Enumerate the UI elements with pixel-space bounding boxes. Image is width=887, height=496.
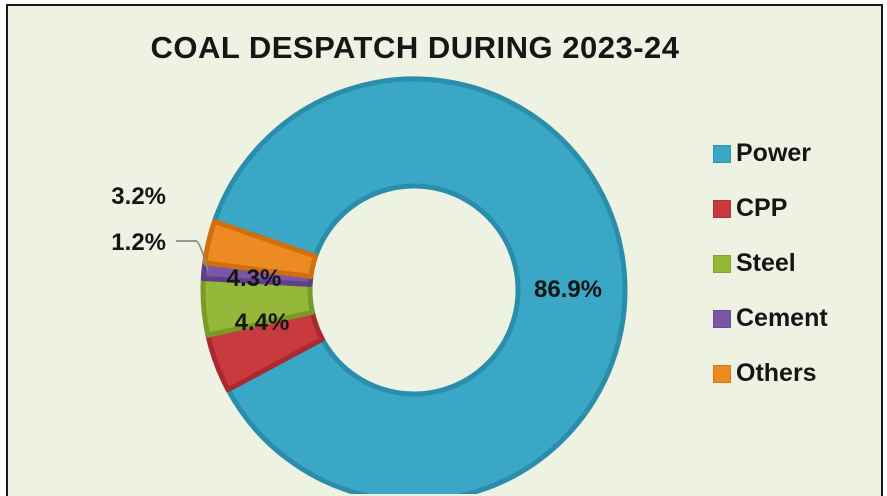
legend-swatch-cement (713, 309, 731, 328)
slice-others (202, 218, 319, 280)
data-label-steel: 4.3% (227, 265, 282, 292)
legend-label-cpp: CPP (736, 194, 788, 222)
legend-swatch-cpp (713, 199, 731, 218)
leader-line-cement (176, 240, 209, 272)
data-label-cement: 1.2% (111, 229, 166, 256)
data-label-power: 86.9% (534, 276, 602, 303)
legend-item-power: Power (713, 126, 828, 181)
legend-swatch-others (713, 364, 731, 383)
legend-item-others: Others (713, 346, 828, 401)
legend-item-cpp: CPP (713, 181, 828, 236)
data-label-cpp: 4.4% (235, 309, 290, 336)
data-label-others: 3.2% (111, 183, 166, 210)
legend-label-others: Others (736, 359, 817, 387)
legend-label-steel: Steel (736, 249, 796, 277)
chart-title: COAL DESPATCH DURING 2023-24 (150, 30, 680, 65)
slice-power (211, 76, 628, 494)
legend-swatch-power (713, 144, 731, 163)
legend-swatch-steel (713, 254, 731, 273)
legend-label-cement: Cement (736, 304, 828, 332)
legend-label-power: Power (736, 139, 812, 167)
legend-item-cement: Cement (713, 291, 828, 346)
legend-item-steel: Steel (713, 236, 828, 291)
legend: Power CPP Steel Cement Others (713, 126, 828, 401)
